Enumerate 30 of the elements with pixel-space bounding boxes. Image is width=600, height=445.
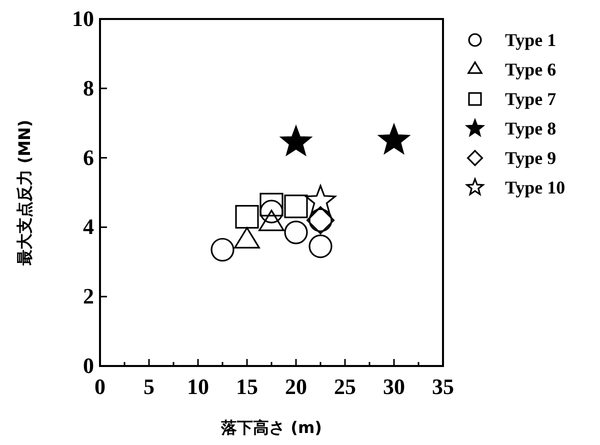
x-tick-label: 5 [144,374,154,399]
legend-label: Type 7 [505,89,556,109]
y-tick-label: 0 [83,353,94,378]
x-tick-label: 35 [432,374,454,399]
y-tick-label: 2 [83,284,94,309]
point [308,234,332,258]
x-tick-label: 15 [236,374,258,399]
x-tick-label: 20 [285,374,307,399]
y-tick-label: 10 [72,6,94,31]
point [260,200,284,224]
x-axis-title: 落下高さ (m) [220,418,322,437]
point [378,124,410,154]
y-tick-label: 4 [83,214,94,240]
legend-label: Type 9 [505,148,556,168]
legend-label: Type 10 [505,178,566,198]
point [260,192,284,216]
point [210,238,234,262]
y-axis-title: 最大支点反力 (MN) [15,120,34,266]
y-tick-label: 6 [83,144,94,170]
x-tick-label: 10 [187,374,209,399]
point [280,126,312,156]
point [284,220,308,244]
legend-label: Type 6 [505,60,556,80]
y-tick-label: 8 [83,75,94,100]
legend-label: Type 1 [505,30,556,50]
point [235,204,259,229]
x-tick-label: 25 [334,374,356,399]
x-tick-label: 30 [383,374,405,399]
legend-label: Type 8 [505,118,556,138]
point [284,194,308,218]
